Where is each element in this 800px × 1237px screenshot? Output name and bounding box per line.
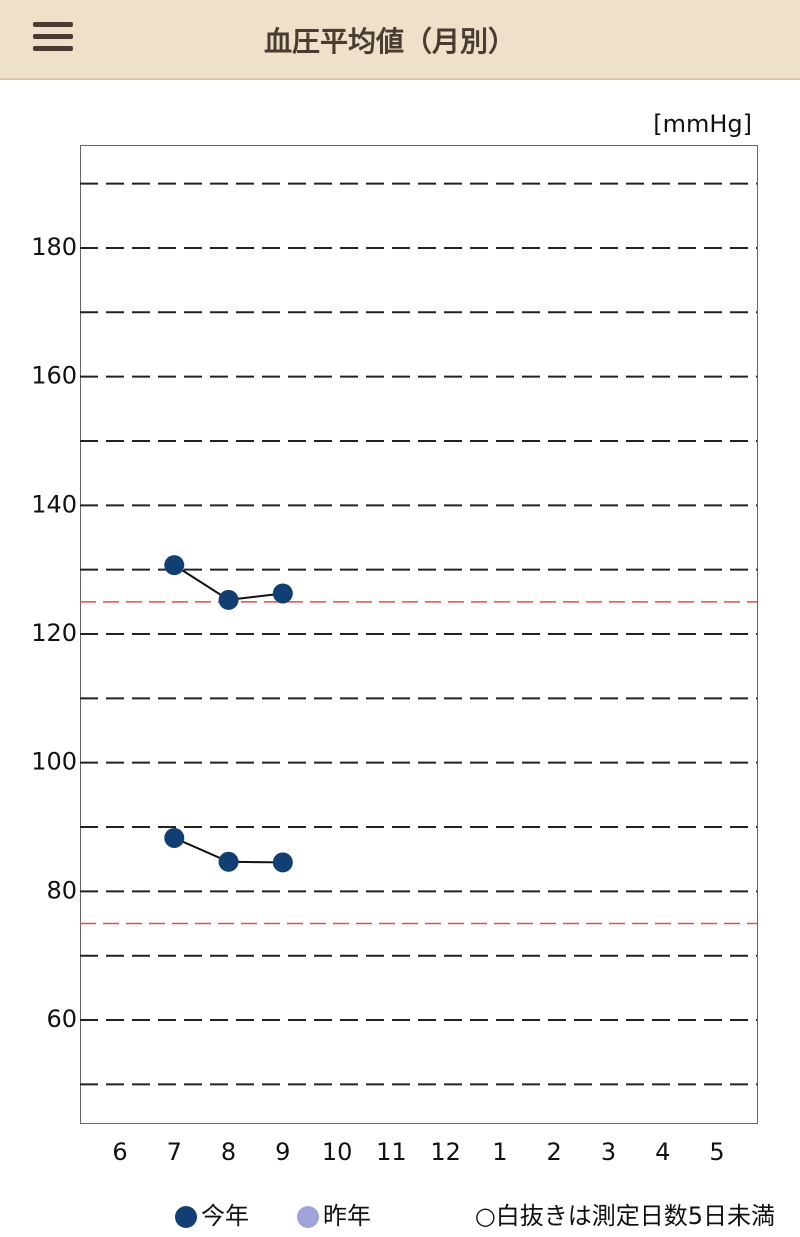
x-tick-label: 12 (430, 1138, 461, 1166)
data-point (272, 583, 293, 604)
unit-label: [mmHg] (653, 110, 752, 138)
y-tick-label: 100 (31, 748, 77, 776)
y-tick-label: 140 (31, 490, 77, 518)
legend-label: 今年 (201, 1202, 249, 1230)
y-tick-label: 60 (46, 1005, 77, 1033)
legend-label: 昨年 (323, 1202, 371, 1230)
x-tick-label: 6 (112, 1138, 127, 1166)
legend-marker (175, 1206, 197, 1228)
x-tick-label: 1 (492, 1138, 507, 1166)
data-point (164, 827, 185, 848)
y-tick-label: 120 (31, 619, 77, 647)
x-tick-label: 7 (167, 1138, 182, 1166)
x-tick-label: 9 (275, 1138, 290, 1166)
legend-note: ○白抜きは測定日数5日未満 (475, 1202, 775, 1230)
data-point (164, 555, 185, 576)
y-tick-label: 180 (31, 233, 77, 261)
data-point (218, 589, 239, 610)
data-point (218, 851, 239, 872)
x-tick-label: 5 (709, 1138, 724, 1166)
menu-icon[interactable] (33, 22, 73, 27)
x-tick-label: 11 (376, 1138, 407, 1166)
legend-marker (297, 1206, 319, 1228)
page-title: 血圧平均値（月別） (263, 25, 516, 58)
x-tick-label: 4 (655, 1138, 670, 1166)
app-header: 血圧平均値（月別） (0, 0, 800, 80)
menu-icon[interactable] (33, 46, 73, 51)
data-point (272, 852, 293, 873)
y-tick-label: 80 (46, 876, 77, 904)
x-tick-label: 2 (547, 1138, 562, 1166)
menu-icon[interactable] (33, 34, 73, 39)
x-tick-label: 10 (322, 1138, 353, 1166)
x-tick-label: 8 (221, 1138, 236, 1166)
x-tick-label: 3 (601, 1138, 616, 1166)
y-tick-label: 160 (31, 362, 77, 390)
